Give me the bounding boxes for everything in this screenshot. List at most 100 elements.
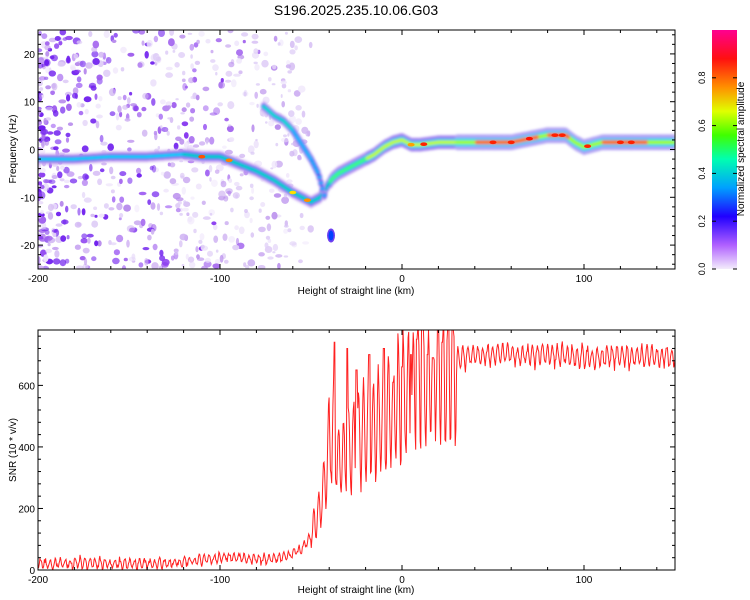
noise-blob [38,62,44,69]
noise-blob [163,171,171,179]
noise-blob [95,103,101,109]
noise-blob [299,212,304,219]
noise-blob [280,94,283,98]
noise-blob [165,50,169,55]
noise-blob [75,265,84,269]
noise-blob [48,37,57,43]
noise-blob [272,64,277,70]
noise-blob [116,202,123,211]
noise-blob [109,166,114,175]
noise-blob [69,178,78,184]
noise-blob [271,160,278,169]
noise-blob [174,62,180,68]
noise-blob [236,49,243,56]
noise-blob [187,32,193,35]
noise-blob [259,88,267,95]
noise-blob [249,196,254,201]
noise-blob [209,177,212,182]
noise-blob [39,226,46,230]
noise-blob [226,125,234,133]
noise-blob [212,224,218,231]
noise-blob [234,225,239,231]
noise-blob [51,185,57,189]
noise-blob [119,196,125,203]
noise-blob [38,118,42,126]
noise-blob [215,38,222,43]
noise-blob [289,150,295,157]
noise-blob [187,256,195,263]
noise-blob [80,238,88,244]
noise-blob [164,128,169,132]
noise-blob [113,249,120,256]
noise-blob [272,243,279,252]
noise-blob [220,78,224,83]
noise-blob [210,59,216,63]
noise-blob [257,265,266,269]
spectrogram-x-tick-label: 0 [399,274,405,285]
noise-blob [52,232,57,237]
noise-blob [39,87,44,91]
noise-blob [159,266,163,269]
noise-blob [62,219,67,225]
ridge-hotspot [616,140,624,145]
noise-blob [251,40,259,44]
noise-blob [251,187,255,194]
noise-blob [90,213,95,218]
noise-blob [202,105,209,112]
secondary-ridge-core [310,161,315,165]
snr-xlabel: Height of straight line (km) [298,585,415,596]
noise-blob [281,137,289,143]
noise-blob [66,235,70,240]
noise-blob [54,250,60,258]
noise-blob [144,258,149,266]
noise-blob [45,106,53,112]
noise-blob [239,173,244,177]
noise-blob [214,169,220,174]
noise-blob [130,103,137,107]
noise-blob [121,265,127,269]
isolated-blob-core [328,230,334,241]
noise-blob [133,105,139,112]
noise-blob [205,38,211,44]
secondary-ridge-core [317,175,322,179]
noise-blob [127,52,135,57]
main-ridge-core [326,182,331,186]
noise-blob [205,169,210,177]
noise-blob [225,188,233,194]
noise-blob [107,143,114,151]
noise-blob [222,145,227,149]
secondary-ridge [260,101,328,201]
noise-blob [159,125,163,129]
noise-blob [258,252,265,257]
snr-y-tick-label: 200 [18,504,35,515]
noise-blob [224,149,233,155]
noise-blob [225,44,232,48]
noise-blob [182,83,188,91]
snr-x-tick-label: 100 [576,575,593,586]
noise-blob [118,217,122,221]
noise-blob [249,217,253,224]
noise-blob [45,248,52,254]
noise-blob [156,203,161,211]
noise-blob [245,265,250,269]
noise-blob [267,238,272,243]
noise-blob [41,141,45,149]
snr-y-tick-label: 600 [18,381,35,392]
noise-blob [83,258,88,266]
noise-blob [72,87,79,95]
noise-blob [150,61,155,65]
spectrogram-y-tick-label: -10 [21,193,36,204]
noise-blob [96,74,103,81]
noise-blob [138,30,146,35]
snr-y-tick-label: 0 [29,566,35,577]
noise-blob [251,124,255,133]
noise-blob [210,49,214,54]
noise-blob [94,214,98,218]
noise-blob [217,102,223,107]
noise-blob [161,258,170,266]
noise-blob [38,125,46,131]
noise-blob [183,200,187,204]
snr-panel: -200 -100 0 100 0 200 400 600 Height of straigh… [8,329,676,596]
noise-blob [288,110,295,117]
